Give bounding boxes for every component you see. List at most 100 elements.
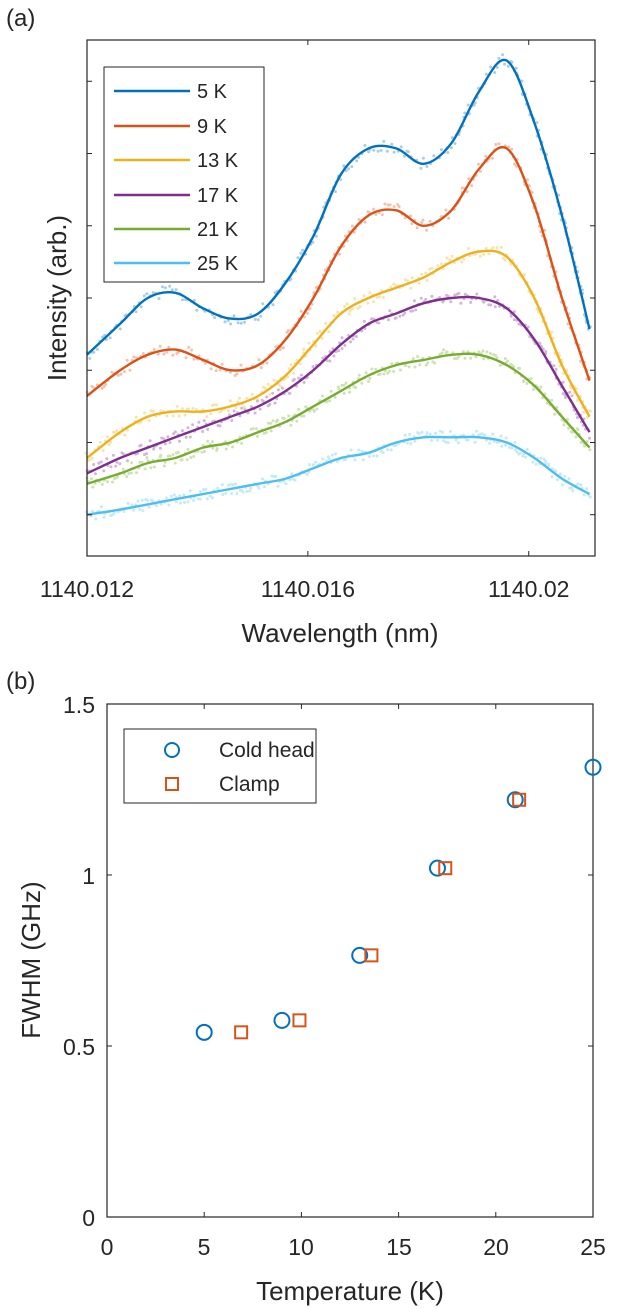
data-point — [165, 350, 169, 354]
data-point — [487, 252, 491, 256]
data-point — [147, 419, 151, 423]
data-point — [261, 477, 264, 481]
data-point — [91, 509, 95, 513]
data-point — [360, 329, 364, 333]
data-point — [262, 485, 266, 489]
data-point — [282, 417, 286, 420]
data-point — [94, 472, 97, 476]
data-point — [312, 291, 316, 295]
data-point — [238, 414, 242, 418]
data-point — [129, 471, 133, 475]
data-point — [419, 296, 423, 300]
data-point — [338, 252, 341, 256]
data-point — [295, 419, 299, 423]
data-point — [287, 414, 291, 418]
data-point — [379, 148, 383, 152]
clamp-point — [234, 1025, 249, 1040]
data-point — [266, 382, 270, 386]
data-point — [453, 293, 457, 297]
data-point — [498, 304, 501, 308]
data-point — [381, 295, 385, 299]
data-point — [246, 411, 250, 415]
data-point — [312, 409, 316, 413]
data-point — [296, 256, 300, 260]
data-point — [512, 318, 516, 322]
data-point — [165, 414, 169, 418]
data-point — [266, 421, 270, 425]
data-point — [291, 477, 295, 481]
data-point — [202, 488, 205, 492]
data-point — [424, 271, 428, 275]
data-point — [127, 472, 131, 475]
data-point — [570, 486, 574, 490]
data-point — [134, 415, 138, 419]
data-point — [585, 487, 589, 491]
data-point — [445, 256, 449, 260]
data-point — [457, 355, 461, 358]
data-point — [145, 292, 149, 296]
data-point — [197, 420, 201, 424]
data-point — [484, 438, 488, 442]
data-point — [567, 426, 571, 430]
data-point — [471, 433, 475, 437]
data-point — [508, 445, 511, 449]
data-point — [125, 475, 129, 478]
data-point — [119, 372, 123, 376]
panel-a-x-axis-label: Wavelength (nm) — [242, 618, 439, 648]
data-point — [394, 316, 398, 320]
data-point — [259, 314, 263, 318]
panel-b-y-tick-label: 0 — [82, 1205, 95, 1231]
data-point — [522, 380, 526, 383]
data-point — [162, 437, 166, 441]
data-point — [185, 458, 189, 462]
data-point — [232, 314, 236, 318]
data-point — [186, 426, 190, 430]
data-point — [128, 368, 132, 372]
panel-b-legend: Cold head Clamp — [123, 728, 317, 804]
data-point — [94, 517, 98, 521]
data-point — [441, 267, 445, 271]
data-point — [360, 381, 364, 385]
data-point — [302, 381, 306, 384]
data-point — [340, 347, 344, 351]
data-point — [115, 429, 119, 433]
data-point — [210, 496, 214, 500]
data-point — [557, 193, 561, 197]
data-point — [98, 440, 102, 444]
data-point — [522, 273, 526, 276]
data-point — [344, 457, 348, 461]
panel-b-y-tick-label: 1 — [82, 863, 95, 889]
data-point — [500, 444, 504, 448]
data-point — [88, 356, 92, 360]
data-point — [240, 406, 244, 410]
fit-line-17k — [86, 295, 591, 475]
data-point — [130, 503, 134, 507]
data-point — [229, 322, 233, 326]
data-point — [278, 384, 282, 388]
data-point — [387, 369, 391, 373]
panel-a-legend-box — [103, 66, 265, 283]
panel-a-y-ticks — [87, 80, 595, 516]
data-point — [271, 391, 275, 395]
data-point — [143, 411, 147, 415]
data-point — [314, 234, 318, 238]
data-point — [122, 510, 126, 513]
data-point — [212, 403, 216, 407]
data-point — [211, 440, 214, 444]
data-point — [282, 346, 285, 350]
data-point — [91, 485, 95, 489]
clamp-point — [512, 792, 527, 807]
data-point — [348, 390, 352, 394]
data-point — [158, 344, 162, 348]
data-point — [375, 454, 379, 458]
data-point — [337, 387, 341, 391]
data-point — [163, 442, 167, 446]
data-point — [255, 434, 259, 438]
data-point — [515, 450, 519, 454]
data-point — [543, 228, 547, 232]
data-point — [245, 489, 249, 493]
data-point — [183, 501, 187, 504]
legend-marker-clamp — [165, 777, 179, 791]
data-point — [218, 368, 222, 372]
